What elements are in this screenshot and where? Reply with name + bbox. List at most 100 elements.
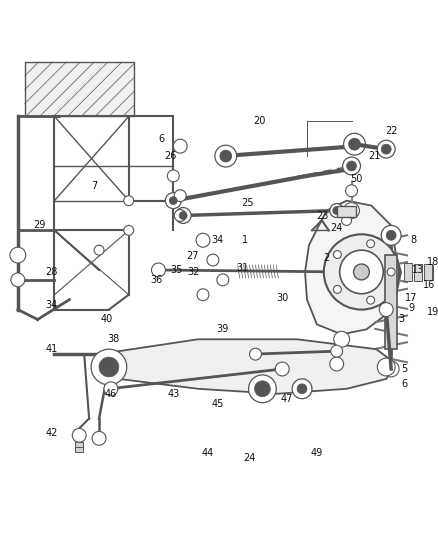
Circle shape [175, 207, 191, 223]
Text: 21: 21 [368, 151, 381, 161]
Circle shape [174, 190, 186, 201]
Text: 9: 9 [408, 303, 414, 312]
Circle shape [381, 144, 391, 154]
Text: 42: 42 [45, 429, 58, 438]
Bar [414, 264, 422, 281]
Circle shape [166, 193, 181, 208]
Bar [75, 447, 83, 452]
Circle shape [72, 429, 86, 442]
Circle shape [173, 139, 187, 153]
Circle shape [336, 266, 348, 278]
Text: 24: 24 [331, 223, 343, 233]
Text: 41: 41 [46, 344, 58, 354]
Bar [385, 255, 397, 349]
Circle shape [343, 157, 360, 175]
Circle shape [92, 431, 106, 445]
Text: 44: 44 [202, 448, 214, 458]
Circle shape [383, 361, 399, 377]
Circle shape [124, 225, 134, 235]
Text: 36: 36 [150, 275, 162, 285]
Text: 6: 6 [159, 134, 165, 144]
Bar [433, 265, 438, 280]
Circle shape [346, 161, 357, 171]
Text: 40: 40 [101, 314, 113, 325]
Circle shape [167, 170, 179, 182]
Text: 25: 25 [241, 198, 254, 208]
Text: 24: 24 [244, 453, 256, 463]
Text: 31: 31 [237, 263, 249, 273]
Text: 28: 28 [45, 267, 58, 277]
Circle shape [330, 204, 344, 217]
Text: 50: 50 [350, 174, 363, 184]
Text: 27: 27 [186, 251, 198, 261]
Text: 2: 2 [324, 253, 330, 263]
Circle shape [344, 203, 360, 219]
Circle shape [276, 362, 289, 376]
Circle shape [207, 254, 219, 266]
Text: 23: 23 [317, 211, 329, 221]
Bar [75, 442, 83, 447]
Circle shape [377, 358, 395, 376]
Text: 22: 22 [385, 126, 397, 136]
Circle shape [331, 345, 343, 357]
Text: 39: 39 [217, 325, 229, 334]
Circle shape [381, 225, 401, 245]
Circle shape [248, 375, 276, 402]
Circle shape [174, 209, 186, 221]
Circle shape [330, 357, 344, 371]
Text: 19: 19 [427, 306, 438, 317]
Text: 49: 49 [311, 448, 323, 458]
Text: 16: 16 [423, 280, 435, 290]
Text: 38: 38 [108, 334, 120, 344]
Circle shape [333, 251, 341, 259]
Text: 13: 13 [412, 265, 424, 275]
Text: 20: 20 [253, 116, 265, 126]
Text: 29: 29 [33, 221, 46, 230]
Circle shape [292, 379, 312, 399]
Circle shape [11, 273, 25, 287]
Text: 6: 6 [401, 379, 407, 389]
Circle shape [297, 384, 307, 394]
Circle shape [104, 382, 118, 395]
Circle shape [353, 264, 369, 280]
Circle shape [10, 247, 26, 263]
Circle shape [124, 196, 134, 206]
Text: 8: 8 [411, 235, 417, 245]
Circle shape [333, 286, 341, 293]
Circle shape [217, 274, 229, 286]
Polygon shape [305, 200, 401, 334]
Circle shape [377, 140, 395, 158]
Circle shape [344, 133, 365, 155]
Circle shape [346, 185, 357, 197]
Bar [337, 206, 357, 217]
Circle shape [367, 296, 374, 304]
Text: 32: 32 [187, 267, 199, 277]
Circle shape [367, 240, 374, 248]
Circle shape [94, 245, 104, 255]
Polygon shape [94, 340, 396, 394]
Circle shape [179, 212, 187, 220]
Circle shape [334, 332, 350, 347]
Circle shape [215, 145, 237, 167]
Circle shape [379, 303, 393, 317]
Text: 1: 1 [241, 235, 247, 245]
Circle shape [349, 138, 360, 150]
Circle shape [170, 197, 177, 205]
Circle shape [99, 357, 119, 377]
Text: 7: 7 [91, 181, 97, 191]
Circle shape [91, 349, 127, 385]
Text: 18: 18 [427, 257, 438, 267]
Text: 26: 26 [164, 151, 177, 161]
Text: 47: 47 [281, 394, 293, 403]
Text: 5: 5 [401, 364, 407, 374]
Text: 35: 35 [170, 265, 183, 275]
Circle shape [333, 207, 341, 214]
Bar [404, 263, 412, 281]
Circle shape [386, 230, 396, 240]
Bar [25, 62, 134, 117]
Circle shape [196, 233, 210, 247]
Circle shape [342, 215, 352, 225]
Circle shape [324, 235, 399, 310]
Bar [424, 264, 432, 280]
Circle shape [387, 268, 395, 276]
